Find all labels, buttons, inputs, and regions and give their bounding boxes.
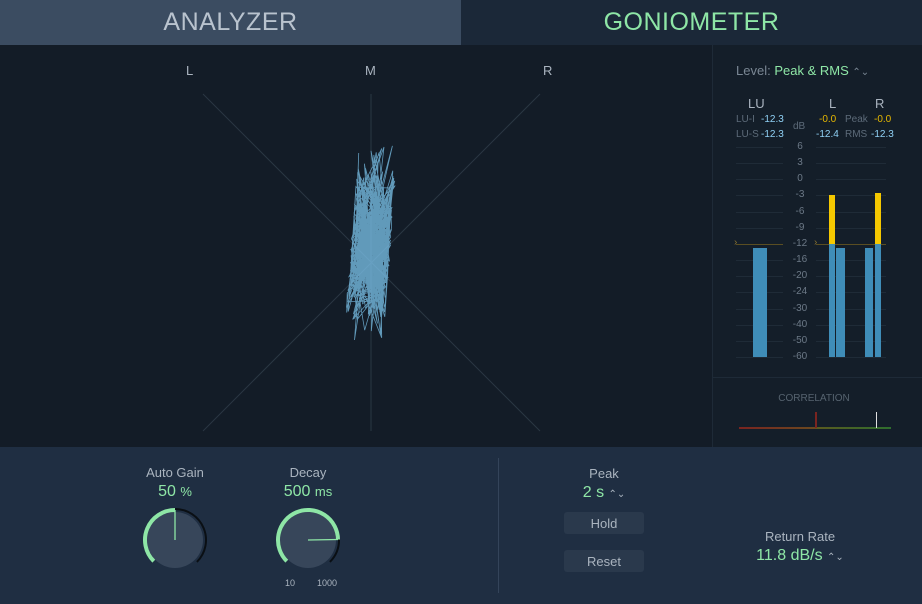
label-mid: M <box>365 63 376 78</box>
gridline <box>816 260 886 262</box>
updown-chevron-icon: ⌃⌄ <box>827 552 844 563</box>
l-peak-value: -0.0 <box>819 114 837 125</box>
auto-gain-value[interactable]: 50 % <box>158 483 192 500</box>
l-rms-value: -12.4 <box>816 129 839 140</box>
knob-value-arc <box>276 508 340 563</box>
lu-s-value: -12.3 <box>761 129 784 140</box>
level-value: Peak & RMS <box>774 63 849 78</box>
scale-tick: -50 <box>792 334 808 346</box>
scale-tick: -9 <box>795 221 805 233</box>
divider <box>712 377 922 378</box>
lu-s-label: LU-S <box>736 129 759 140</box>
gridline <box>816 340 886 342</box>
correlation-label: CORRELATION <box>778 393 850 404</box>
gridline <box>736 195 783 197</box>
r-header: R <box>875 96 885 111</box>
scale-tick: 0 <box>797 173 803 185</box>
r-peak-bar <box>875 243 881 357</box>
l-peak-bar <box>829 243 835 357</box>
gridline <box>816 324 886 326</box>
decay-label: Decay <box>289 465 327 480</box>
target-level-line <box>736 243 783 245</box>
correlation-indicator <box>876 412 877 428</box>
decay-knob[interactable] <box>263 500 353 580</box>
reset-button[interactable]: Reset <box>564 550 644 572</box>
gridline <box>816 276 886 278</box>
scale-tick: -3 <box>795 189 805 201</box>
correlation-bar-negative <box>739 427 816 429</box>
gridline <box>816 163 886 165</box>
gridline <box>816 292 886 294</box>
scale-tick: -16 <box>792 254 808 266</box>
lissajous-path <box>346 145 396 341</box>
gridline <box>736 227 783 229</box>
gridline <box>736 147 783 148</box>
target-marker-icon: › <box>734 236 738 248</box>
decay-max-label: 1000 <box>317 578 338 588</box>
lu-i-value: -12.3 <box>761 114 784 125</box>
l-peak-peak-segment <box>829 195 835 244</box>
gridline <box>816 179 886 181</box>
gridline <box>816 195 886 197</box>
peak-hold-select[interactable]: 2 s ⌃⌄ <box>582 484 626 501</box>
gridline <box>816 147 886 148</box>
decay-min-label: 10 <box>285 578 296 588</box>
lu-i-label: LU-I <box>736 114 755 125</box>
auto-gain-knob[interactable] <box>130 500 220 580</box>
label-left: L <box>186 63 194 78</box>
goniometer-plot <box>202 93 541 432</box>
peak-label: Peak <box>845 114 868 125</box>
scale-tick: -12 <box>792 237 808 249</box>
knob-value-arc <box>143 508 176 563</box>
gridline <box>816 356 886 358</box>
scale-tick: -6 <box>795 205 805 217</box>
db-label: dB <box>793 121 806 132</box>
scale-tick: 3 <box>797 157 803 169</box>
l-header: L <box>829 96 837 111</box>
decay-value[interactable]: 500 ms <box>283 483 333 500</box>
updown-chevron-icon: ⌃⌄ <box>852 67 870 78</box>
lissajous-trace <box>346 145 396 341</box>
target-marker-icon: › <box>814 236 818 248</box>
gridline <box>816 227 886 229</box>
gridline <box>816 308 886 310</box>
level-mode-select[interactable]: Level: Peak & RMS ⌃⌄ <box>736 63 869 78</box>
gridline <box>816 211 886 213</box>
scale-tick: 6 <box>797 141 803 152</box>
correlation-bar-positive <box>816 427 891 429</box>
target-level-line <box>816 243 886 245</box>
lu-bar <box>753 247 767 357</box>
rms-label: RMS <box>845 129 868 140</box>
tab-goniometer[interactable]: GONIOMETER <box>461 0 922 45</box>
label-right: R <box>543 63 553 78</box>
gridline <box>736 356 783 358</box>
knob-track <box>174 508 207 563</box>
gridline <box>736 163 783 165</box>
hold-button[interactable]: Hold <box>564 512 644 534</box>
gridline <box>736 179 783 181</box>
level-meter-panel <box>712 45 922 447</box>
peak-hold-label: Peak <box>589 466 619 481</box>
return-rate-label: Return Rate <box>764 529 836 544</box>
correlation-center-mark <box>815 412 817 428</box>
gridline <box>736 211 783 213</box>
r-rms-bar <box>865 247 873 357</box>
r-peak-peak-segment <box>875 192 881 244</box>
return-rate-select[interactable]: 11.8 dB/s ⌃⌄ <box>756 547 844 564</box>
r-rms-value: -12.3 <box>871 129 894 140</box>
divider <box>498 458 499 593</box>
scale-tick: -30 <box>792 302 808 314</box>
tab-analyzer[interactable]: ANALYZER <box>0 0 461 45</box>
lu-header: LU <box>748 96 765 111</box>
r-peak-value: -0.0 <box>874 114 892 125</box>
l-rms-bar <box>836 247 845 357</box>
scale-tick: -40 <box>792 318 808 330</box>
auto-gain-label: Auto Gain <box>146 465 204 480</box>
scale-tick: -20 <box>792 270 808 282</box>
knob-track <box>329 539 340 563</box>
scale-tick: -24 <box>792 286 808 298</box>
level-label: Level: <box>736 63 771 78</box>
updown-chevron-icon: ⌃⌄ <box>608 489 626 500</box>
scale-tick: -60 <box>792 350 808 362</box>
